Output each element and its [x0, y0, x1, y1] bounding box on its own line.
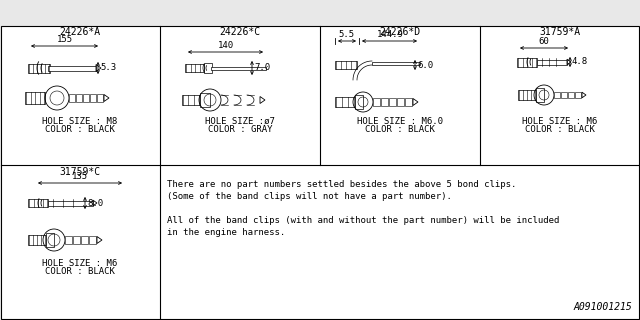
Bar	[335, 61, 357, 69]
Text: 31759*C: 31759*C	[60, 167, 100, 177]
Text: 135: 135	[72, 172, 88, 181]
Bar	[575, 92, 581, 98]
Bar	[48, 66, 96, 70]
Text: 5.5: 5.5	[338, 30, 354, 39]
Text: 60: 60	[539, 37, 549, 46]
Text: HOLE SIZE : M6: HOLE SIZE : M6	[522, 116, 598, 125]
Text: 24226*A: 24226*A	[60, 27, 100, 37]
Bar	[211, 67, 266, 69]
Text: 7.0: 7.0	[254, 63, 270, 73]
Text: 24226*D: 24226*D	[380, 27, 420, 37]
Text: 31759*A: 31759*A	[540, 27, 580, 37]
Text: HOLE SIZE : M6.0: HOLE SIZE : M6.0	[357, 116, 443, 125]
Bar	[537, 60, 567, 65]
Bar	[28, 63, 50, 73]
Text: 8.0: 8.0	[87, 198, 103, 207]
Bar	[381, 98, 388, 106]
Text: 144.9: 144.9	[377, 30, 404, 39]
Bar	[83, 94, 89, 102]
Bar	[335, 97, 355, 107]
Text: in the engine harness.: in the engine harness.	[167, 228, 285, 237]
Bar	[25, 92, 45, 104]
Text: HOLE SIZE : M6: HOLE SIZE : M6	[42, 259, 118, 268]
Text: There are no part numbers settled besides the above 5 bond clips.: There are no part numbers settled beside…	[167, 180, 516, 189]
Bar	[46, 233, 54, 247]
Text: (Some of the band clips will not have a part number).: (Some of the band clips will not have a …	[167, 192, 452, 201]
Bar	[561, 92, 567, 98]
Bar	[568, 92, 574, 98]
Bar	[28, 235, 46, 245]
Bar	[65, 236, 72, 244]
Bar	[69, 94, 75, 102]
Bar	[200, 93, 210, 107]
Text: COLOR : BLACK: COLOR : BLACK	[45, 267, 115, 276]
Bar	[185, 64, 205, 72]
Bar	[355, 95, 363, 109]
Bar	[372, 62, 420, 65]
Text: COLOR : BLACK: COLOR : BLACK	[525, 124, 595, 133]
Text: 4.8: 4.8	[572, 58, 588, 67]
Bar	[182, 95, 200, 105]
Bar	[554, 92, 560, 98]
Text: HOLE SIZE : M8: HOLE SIZE : M8	[42, 116, 118, 125]
Text: 24226*C: 24226*C	[220, 27, 260, 37]
Bar	[517, 58, 537, 67]
Bar	[76, 94, 82, 102]
Bar	[48, 201, 93, 205]
Text: HOLE SIZE :ø7: HOLE SIZE :ø7	[205, 116, 275, 125]
Bar	[518, 90, 536, 100]
Text: COLOR : BLACK: COLOR : BLACK	[365, 124, 435, 133]
Bar	[89, 236, 96, 244]
Text: COLOR : GRAY: COLOR : GRAY	[208, 124, 272, 133]
Text: COLOR : BLACK: COLOR : BLACK	[45, 124, 115, 133]
Bar	[97, 94, 103, 102]
Text: 140: 140	[218, 41, 234, 50]
Text: 5.3: 5.3	[100, 63, 116, 73]
Text: 155: 155	[56, 35, 72, 44]
Text: 6.0: 6.0	[417, 60, 433, 69]
Bar	[397, 98, 404, 106]
Bar	[204, 63, 212, 73]
Bar	[405, 98, 412, 106]
Bar	[90, 94, 96, 102]
Bar	[28, 199, 48, 207]
Bar	[73, 236, 80, 244]
Text: A091001215: A091001215	[573, 302, 632, 312]
Text: All of the band clips (with and without the part number) will be included: All of the band clips (with and without …	[167, 216, 559, 225]
Bar	[81, 236, 88, 244]
Bar	[536, 88, 544, 102]
Bar	[389, 98, 396, 106]
Bar	[373, 98, 380, 106]
